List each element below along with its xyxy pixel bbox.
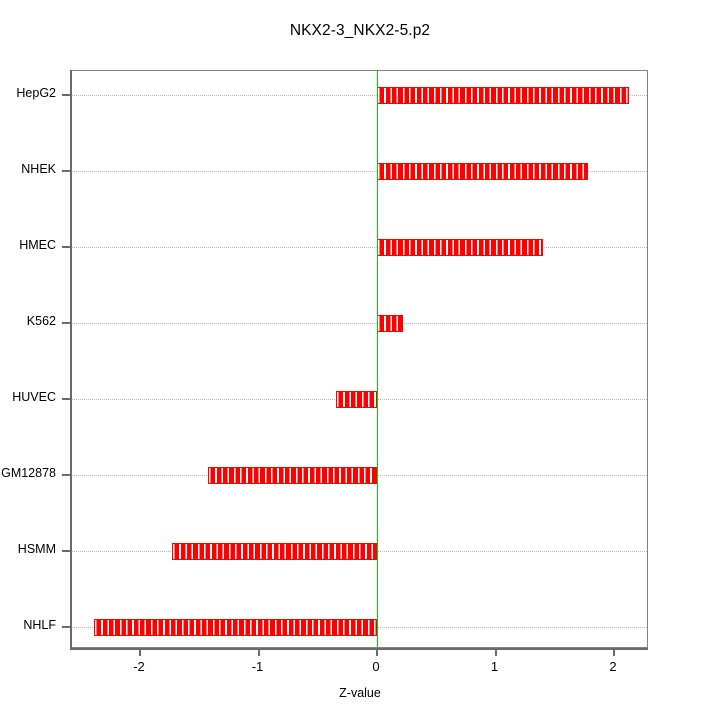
bar-k562 bbox=[377, 314, 404, 332]
x-tick-label-1: 1 bbox=[490, 659, 499, 674]
y-tick-mark bbox=[62, 170, 70, 172]
y-tick-mark bbox=[62, 626, 70, 628]
y-tick-label-hepg2: HepG2 bbox=[16, 86, 56, 100]
chart-title: NKX2-3_NKX2-5.p2 bbox=[289, 22, 431, 39]
y-tick-label-nhek: NHEK bbox=[21, 162, 56, 176]
bar-nhek bbox=[377, 162, 588, 180]
x-tick-mark bbox=[139, 648, 141, 656]
y-tick-label-gm12878: GM12878 bbox=[1, 466, 56, 480]
x-tick-label--2: -2 bbox=[133, 659, 145, 674]
x-tick-label-2: 2 bbox=[609, 659, 617, 674]
y-tick-mark bbox=[62, 474, 70, 476]
gridline bbox=[71, 323, 647, 324]
y-tick-label-huvec: HUVEC bbox=[12, 390, 56, 404]
bar-hmec bbox=[377, 238, 543, 256]
y-tick-mark bbox=[62, 398, 70, 400]
plot-inner bbox=[71, 71, 647, 647]
gridline bbox=[71, 95, 647, 96]
bar-nhlf bbox=[93, 618, 377, 636]
y-tick-label-hsmm: HSMM bbox=[17, 542, 56, 556]
x-tick-mark bbox=[257, 648, 260, 656]
y-tick-mark bbox=[62, 94, 70, 96]
plot-area bbox=[70, 70, 648, 648]
x-tick-label--1: -1 bbox=[251, 659, 264, 674]
y-tick-label-k562: K562 bbox=[26, 314, 56, 328]
bar-gm12878 bbox=[207, 466, 377, 484]
y-tick-label-hmec: HMEC bbox=[19, 238, 56, 252]
gridline bbox=[71, 247, 647, 248]
x-tick-mark bbox=[613, 648, 615, 656]
bar-hsmm bbox=[171, 542, 377, 560]
zero-reference-line bbox=[377, 71, 378, 647]
x-tick-mark bbox=[376, 648, 378, 656]
gridline bbox=[71, 171, 647, 172]
bar-huvec bbox=[335, 390, 377, 408]
x-tick-mark bbox=[494, 648, 497, 656]
y-tick-mark bbox=[62, 322, 70, 324]
x-tick-label-0: 0 bbox=[372, 659, 380, 674]
y-tick-mark bbox=[62, 550, 70, 552]
y-axis-line bbox=[70, 70, 72, 648]
y-tick-mark bbox=[62, 246, 70, 248]
bar-hepg2 bbox=[377, 86, 630, 104]
x-axis-title: Z-value bbox=[339, 686, 381, 700]
y-tick-label-nhlf: NHLF bbox=[23, 618, 56, 632]
x-axis-line bbox=[70, 648, 648, 650]
